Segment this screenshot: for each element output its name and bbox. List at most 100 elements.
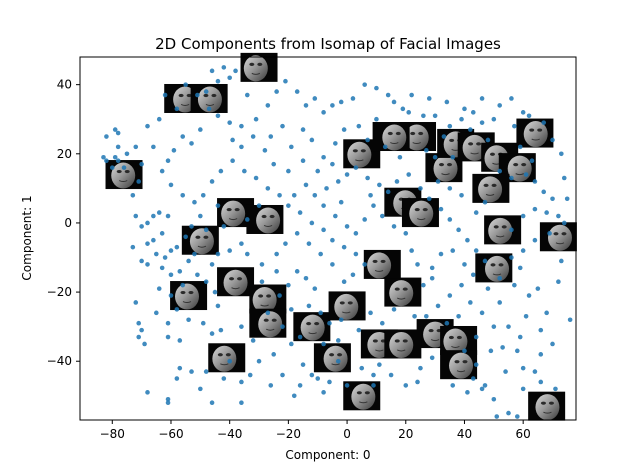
data-point <box>315 168 321 174</box>
data-point <box>385 92 391 98</box>
data-point <box>221 65 227 70</box>
data-point <box>300 127 306 132</box>
data-point <box>418 186 423 191</box>
data-point <box>227 75 232 81</box>
data-point <box>356 123 362 129</box>
data-point <box>465 390 470 395</box>
data-point <box>244 251 250 257</box>
data-point <box>247 372 253 378</box>
data-point <box>250 134 256 139</box>
data-point <box>362 262 367 267</box>
x-tick-label: 20 <box>398 427 413 441</box>
data-point <box>406 172 412 177</box>
data-point <box>195 92 200 98</box>
data-point <box>447 293 453 298</box>
data-point <box>488 348 494 354</box>
data-point <box>200 192 206 198</box>
data-point <box>321 227 326 233</box>
data-point <box>394 179 400 184</box>
data-point <box>303 103 309 108</box>
face-thumbnail <box>472 173 510 203</box>
data-point <box>462 262 467 267</box>
data-point <box>151 144 156 150</box>
data-point <box>259 279 265 285</box>
data-point <box>112 154 118 160</box>
face-thumbnail <box>539 222 577 252</box>
data-point <box>203 279 209 285</box>
data-point <box>297 334 303 340</box>
data-point <box>517 334 523 340</box>
data-point <box>382 144 388 150</box>
data-point <box>321 110 326 115</box>
data-point <box>154 310 159 316</box>
face-thumbnail <box>372 122 410 152</box>
data-point <box>239 123 244 129</box>
data-point <box>447 217 453 222</box>
data-point <box>517 265 523 271</box>
data-point <box>183 82 188 87</box>
data-point <box>532 369 538 374</box>
data-point <box>415 262 420 267</box>
data-point <box>321 390 326 395</box>
face-thumbnail <box>217 267 255 297</box>
face-thumbnail <box>384 329 422 359</box>
data-point <box>438 251 444 257</box>
data-point <box>286 203 291 208</box>
face-thumbnail <box>516 118 554 148</box>
data-point <box>104 134 109 139</box>
data-point <box>541 120 547 125</box>
data-point <box>547 231 552 236</box>
data-point <box>497 300 502 305</box>
data-point <box>559 258 564 264</box>
data-point <box>485 286 491 291</box>
data-point <box>139 161 144 167</box>
data-point <box>189 141 194 146</box>
data-point <box>265 310 271 316</box>
y-tick-label: −20 <box>47 285 72 299</box>
data-point <box>344 383 350 388</box>
face-thumbnail <box>328 291 366 321</box>
data-point <box>156 210 162 215</box>
data-point <box>195 272 200 278</box>
data-point <box>309 137 315 143</box>
data-point <box>174 244 180 250</box>
data-point <box>409 248 414 253</box>
data-point <box>406 110 412 115</box>
data-point <box>218 327 224 333</box>
data-point <box>561 175 567 181</box>
data-point <box>165 320 171 326</box>
data-point <box>479 96 485 101</box>
data-point <box>444 99 450 105</box>
data-point <box>165 334 171 340</box>
y-axis-label: Component: 1 <box>20 195 34 280</box>
data-point <box>353 165 359 170</box>
data-point <box>221 224 227 229</box>
data-point <box>277 293 282 298</box>
face-thumbnail <box>440 350 478 380</box>
face-thumbnail <box>384 277 422 307</box>
data-point <box>403 383 409 388</box>
data-point <box>503 369 508 374</box>
data-point <box>482 199 488 205</box>
data-point <box>239 241 244 246</box>
data-point <box>215 303 221 309</box>
data-point <box>365 137 370 143</box>
data-point <box>426 96 432 101</box>
data-point <box>289 144 294 150</box>
data-point <box>268 383 274 388</box>
y-tick-label: 0 <box>64 216 72 230</box>
data-point <box>497 275 502 281</box>
data-point <box>115 144 121 150</box>
data-point <box>497 103 502 108</box>
data-point <box>177 365 183 371</box>
x-axis-ticks: −80 −60 −40 −20 0 20 40 60 <box>100 420 531 441</box>
data-point <box>541 189 547 195</box>
data-point <box>274 269 279 274</box>
data-point <box>162 92 168 98</box>
data-point <box>532 237 538 243</box>
data-point <box>186 317 191 323</box>
data-point <box>335 179 341 184</box>
data-point <box>338 317 344 323</box>
data-point <box>300 158 306 164</box>
data-point <box>532 179 538 184</box>
